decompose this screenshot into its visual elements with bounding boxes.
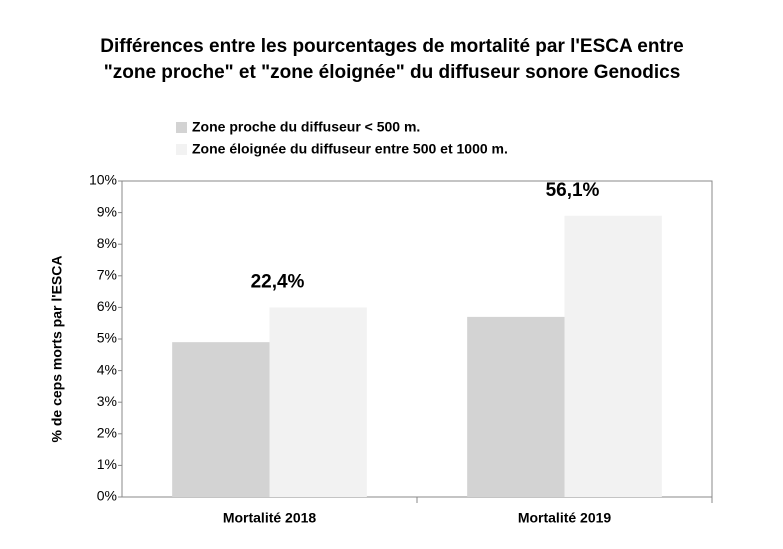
bar	[172, 342, 270, 497]
annotation: 56,1%	[546, 180, 600, 201]
y-tick-label: 5%	[97, 330, 117, 346]
bar	[269, 307, 367, 497]
y-tick-label: 10%	[89, 172, 117, 188]
y-tick-label: 6%	[97, 298, 117, 314]
y-tick-label: 2%	[97, 425, 117, 441]
y-tick-label: 3%	[97, 393, 117, 409]
annotation: 22,4%	[251, 271, 305, 292]
y-tick-label: 4%	[97, 361, 117, 377]
y-tick-label: 1%	[97, 456, 117, 472]
y-tick-label: 8%	[97, 235, 117, 251]
y-axis-label: % de ceps morts par l'ESCA	[49, 256, 65, 443]
legend-label: Zone proche du diffuseur < 500 m.	[192, 119, 420, 135]
y-tick-label: 0%	[97, 488, 117, 504]
bar	[467, 316, 565, 497]
legend-swatch	[176, 144, 187, 155]
bar	[564, 215, 662, 497]
x-tick-label: Mortalité 2019	[518, 510, 612, 526]
chart-title: Différences entre les pourcentages de mo…	[100, 36, 684, 57]
x-tick-label: Mortalité 2018	[223, 510, 317, 526]
legend-label: Zone éloignée du diffuseur entre 500 et …	[192, 141, 508, 157]
legend-swatch	[176, 122, 187, 133]
y-tick-label: 7%	[97, 267, 117, 283]
chart-title: "zone proche" et "zone éloignée" du diff…	[104, 62, 681, 83]
y-tick-label: 9%	[97, 203, 117, 219]
